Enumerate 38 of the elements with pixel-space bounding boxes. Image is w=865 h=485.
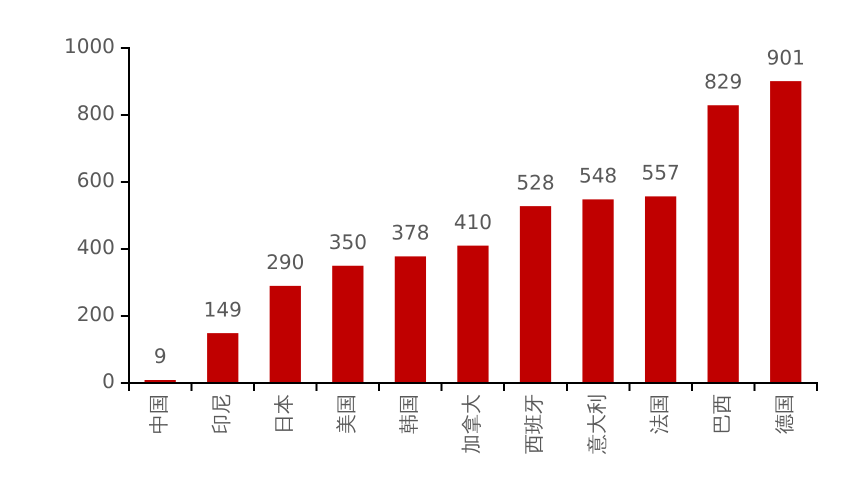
data-label: 290 [266, 250, 304, 274]
bar [207, 333, 238, 382]
bar [582, 199, 614, 382]
data-label: 350 [328, 230, 367, 254]
data-label: 901 [766, 45, 805, 70]
x-tick-label: 韩国 [396, 394, 421, 434]
data-label: 829 [704, 69, 742, 94]
x-tick-label: 日本 [271, 394, 296, 434]
bar [394, 256, 426, 382]
x-tick-label: 法国 [646, 394, 671, 434]
x-tick-label: 加拿大 [459, 394, 484, 454]
data-label: 410 [454, 210, 492, 234]
x-tick-label: 中国 [146, 394, 170, 434]
x-tick-label: 意大利 [584, 394, 608, 455]
data-label: 557 [642, 160, 680, 185]
y-tick-label: 0 [102, 369, 115, 394]
x-tick-label: 德国 [772, 394, 796, 434]
data-label: 9 [154, 344, 167, 368]
bar [644, 196, 676, 382]
x-tick-label: 西班牙 [522, 394, 546, 454]
y-tick-label: 1000 [64, 34, 115, 58]
y-tick-label: 200 [76, 302, 115, 326]
data-label: 378 [391, 220, 430, 245]
data-label: 528 [516, 170, 555, 194]
y-tick-label: 800 [76, 101, 115, 126]
bar [457, 246, 489, 382]
x-tick-label: 巴西 [709, 394, 734, 434]
y-tick-label: 400 [76, 235, 115, 260]
x-tick-label: 美国 [334, 394, 358, 434]
y-tick-label: 600 [76, 168, 115, 192]
bar [270, 286, 301, 382]
x-tick-label: 印尼 [208, 394, 233, 434]
bar [520, 206, 552, 382]
bar [332, 266, 364, 382]
bar [770, 81, 802, 382]
data-label: 149 [204, 297, 242, 322]
bar [708, 105, 739, 382]
data-label: 548 [578, 164, 618, 188]
